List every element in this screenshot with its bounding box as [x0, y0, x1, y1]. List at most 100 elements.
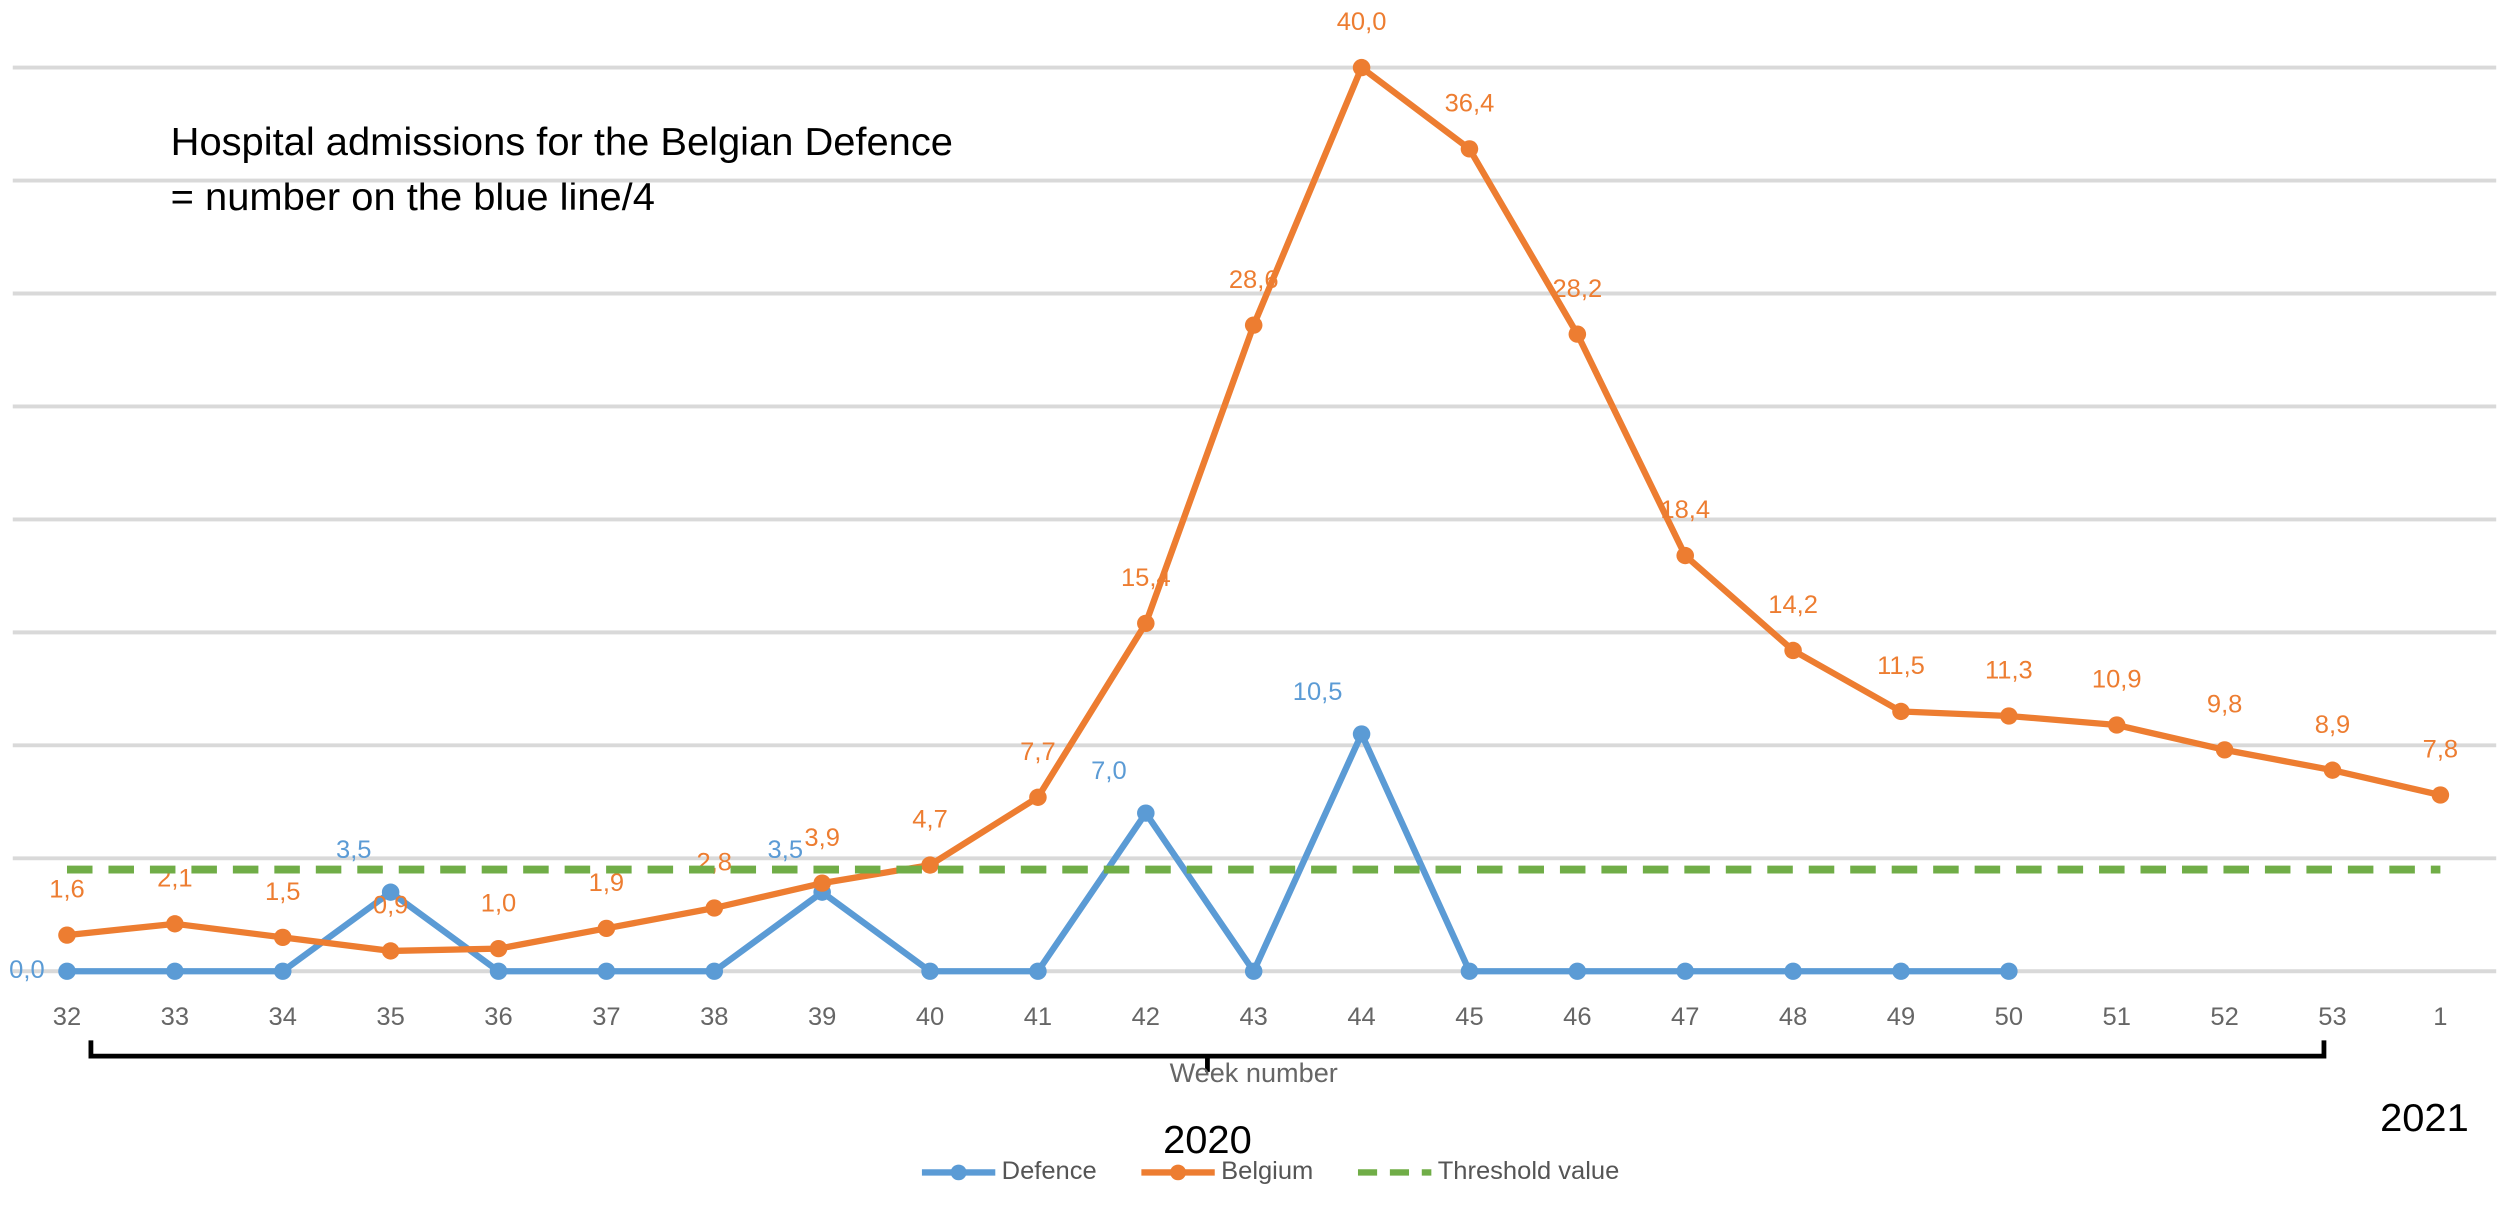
x-tick-label: 37 — [592, 1003, 620, 1031]
x-tick-label: 39 — [808, 1003, 836, 1031]
point — [166, 962, 184, 980]
point — [2000, 707, 2018, 725]
x-tick-label: 51 — [2103, 1003, 2131, 1031]
x-tick-label: 48 — [1779, 1003, 1807, 1031]
data-label: 9,8 — [2207, 691, 2242, 719]
point — [597, 919, 616, 937]
point — [166, 915, 184, 933]
x-tick-label: 38 — [700, 1003, 728, 1031]
legend-label: Defence — [1002, 1157, 1097, 1185]
x-tick-label: 33 — [161, 1003, 189, 1031]
data-label: 7,7 — [1020, 738, 1055, 766]
point — [1352, 725, 1371, 743]
x-tick-label: 35 — [376, 1003, 404, 1031]
data-label: 1,0 — [481, 889, 516, 917]
point — [1460, 962, 1479, 980]
point — [2323, 761, 2342, 779]
point — [1244, 316, 1263, 334]
annotation: = number on the blue line/4 — [171, 175, 655, 219]
point — [489, 962, 508, 980]
point — [2107, 716, 2126, 734]
point — [489, 940, 508, 958]
point — [597, 962, 616, 980]
legend-marker — [1170, 1164, 1187, 1181]
point — [2215, 741, 2234, 759]
point — [921, 962, 939, 980]
point — [381, 942, 400, 960]
point — [705, 962, 724, 980]
point — [58, 926, 76, 944]
data-label: 40,0 — [1337, 8, 1387, 36]
point — [1676, 962, 1694, 980]
data-label: 3,9 — [804, 824, 839, 852]
data-label: 1,6 — [49, 876, 84, 904]
data-label: 7,0 — [1091, 757, 1126, 785]
annotation: Hospital admissions for the Belgian Defe… — [171, 120, 953, 164]
data-label: 3,5 — [768, 836, 803, 864]
point — [1029, 962, 1047, 980]
x-tick-label: 36 — [484, 1003, 512, 1031]
data-label: 7,8 — [2423, 736, 2458, 764]
x-tick-label: 34 — [269, 1003, 297, 1031]
data-label: 3,5 — [336, 836, 371, 864]
point — [1892, 702, 1910, 721]
data-label: 0,9 — [373, 892, 408, 920]
point — [2000, 962, 2018, 980]
data-label: 11,5 — [1877, 652, 1925, 680]
point — [1892, 962, 1910, 980]
x-tick-label: 52 — [2210, 1003, 2238, 1031]
point — [705, 899, 724, 917]
point — [1352, 58, 1371, 77]
point — [1784, 641, 1802, 660]
point — [1244, 962, 1263, 980]
legend-marker — [950, 1164, 967, 1181]
data-label: 8,9 — [2315, 711, 2350, 739]
legend-label: Threshold value — [1438, 1157, 1620, 1185]
x-tick-label: 32 — [53, 1003, 81, 1031]
data-label: 36,4 — [1445, 90, 1495, 118]
point — [1568, 962, 1587, 980]
x-tick-label: 1 — [2433, 1003, 2447, 1031]
point — [381, 883, 400, 901]
point — [1029, 788, 1047, 806]
data-label: 0,0 — [9, 956, 44, 984]
point — [2431, 786, 2450, 804]
x-tick-label: 44 — [1347, 1003, 1375, 1031]
x-tick-label: 50 — [1995, 1003, 2023, 1031]
data-label: 11,3 — [1985, 657, 2033, 685]
data-label: 28,2 — [1553, 275, 1603, 303]
point — [813, 874, 831, 892]
point — [1568, 325, 1587, 343]
x-tick-label: 43 — [1239, 1003, 1267, 1031]
point — [1460, 140, 1479, 158]
point — [273, 928, 292, 947]
data-label: 28,6 — [1229, 266, 1279, 294]
point — [1137, 614, 1155, 632]
x-tick-label: 42 — [1132, 1003, 1160, 1031]
data-label: 1,5 — [265, 878, 300, 906]
data-label: 10,9 — [2092, 666, 2142, 694]
point — [58, 962, 76, 980]
x-tick-label: 41 — [1024, 1003, 1052, 1031]
x-tick-label: 49 — [1887, 1003, 1915, 1031]
point — [1137, 804, 1155, 822]
x-tick-label: 47 — [1671, 1003, 1699, 1031]
year-bracket — [88, 1040, 2327, 1072]
x-tick-label: 46 — [1563, 1003, 1591, 1031]
point — [1676, 546, 1694, 565]
data-label: 14,2 — [1768, 591, 1818, 619]
point — [273, 962, 292, 980]
x-tick-label: 53 — [2318, 1003, 2346, 1031]
point — [921, 856, 939, 874]
x-tick-label: 45 — [1455, 1003, 1483, 1031]
data-label: 1,9 — [589, 869, 624, 897]
data-label: 15,4 — [1121, 564, 1171, 592]
annotation: 2021 — [2380, 1096, 2469, 1140]
annotation: 2020 — [1163, 1118, 1252, 1162]
data-label: 18,4 — [1660, 496, 1710, 524]
x-tick-label: 40 — [916, 1003, 944, 1031]
point — [1784, 962, 1802, 980]
x-axis-label: Week number — [1170, 1058, 1338, 1088]
legend-label: Belgium — [1221, 1157, 1313, 1185]
